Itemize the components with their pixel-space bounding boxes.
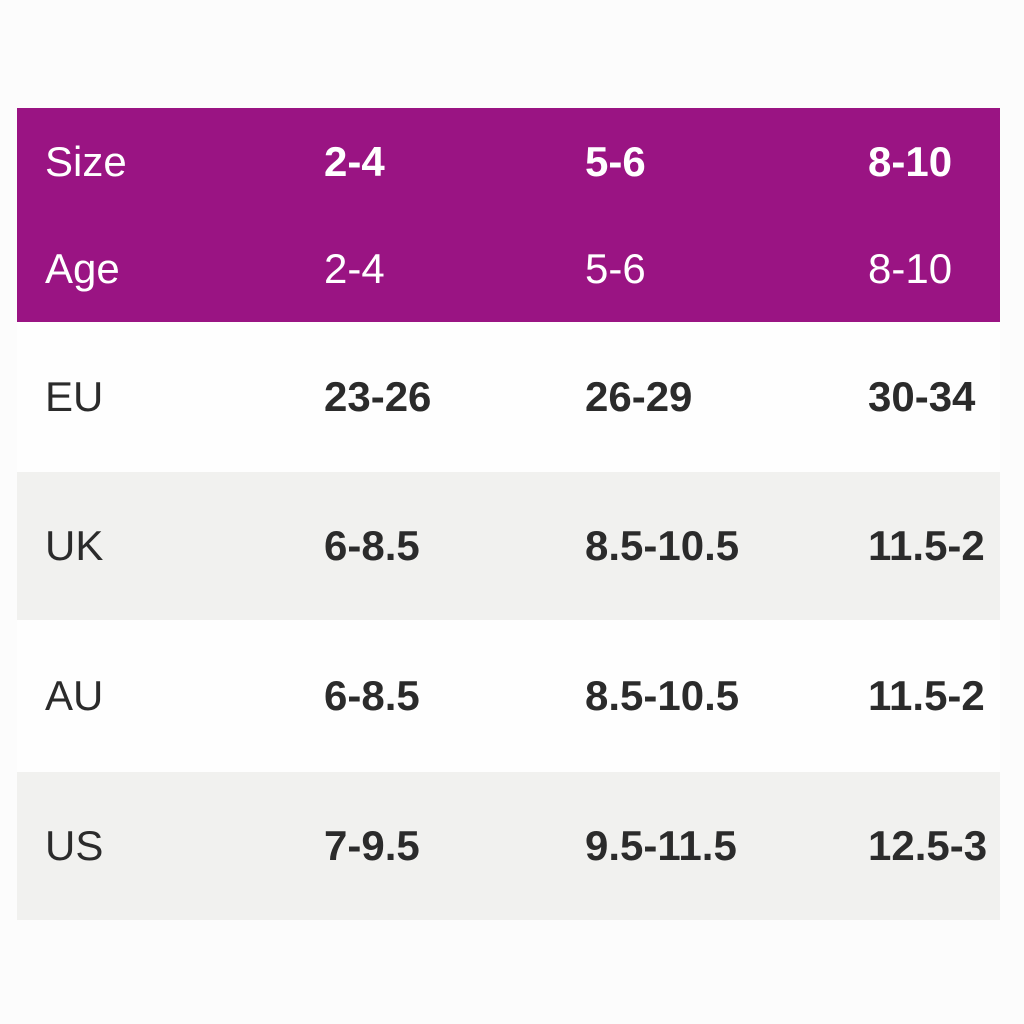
header-row-size: Size 2-4 5-6 8-10 xyxy=(17,108,1000,215)
us-value-3: 12.5-3 xyxy=(868,822,988,869)
us-value-2: 9.5-11.5 xyxy=(585,822,737,869)
au-value-1: 6-8.5 xyxy=(324,672,420,719)
size-chart-table: Size 2-4 5-6 8-10 Age 2-4 5-6 8-10 EU 23… xyxy=(17,108,1000,920)
row-uk: UK 6-8.5 8.5-10.5 11.5-2 xyxy=(17,472,1000,620)
row-eu: EU 23-26 26-29 30-34 xyxy=(17,322,1000,472)
size-value-2: 5-6 xyxy=(585,137,646,185)
row-label-uk: UK xyxy=(45,522,104,569)
age-value-2: 5-6 xyxy=(585,244,646,292)
uk-value-1: 6-8.5 xyxy=(324,522,420,569)
us-value-1: 7-9.5 xyxy=(324,822,420,869)
row-au: AU 6-8.5 8.5-10.5 11.5-2 xyxy=(17,620,1000,772)
age-value-1: 2-4 xyxy=(324,244,385,292)
eu-value-2: 26-29 xyxy=(585,373,693,420)
eu-value-1: 23-26 xyxy=(324,373,432,420)
size-value-1: 2-4 xyxy=(324,137,385,185)
row-label-age: Age xyxy=(45,244,120,292)
size-chart-header: Size 2-4 5-6 8-10 Age 2-4 5-6 8-10 xyxy=(17,108,1000,322)
row-label-eu: EU xyxy=(45,373,104,420)
row-us: US 7-9.5 9.5-11.5 12.5-3 xyxy=(17,772,1000,920)
au-value-3: 11.5-2 xyxy=(868,672,985,719)
uk-value-2: 8.5-10.5 xyxy=(585,522,740,569)
age-value-3: 8-10 xyxy=(868,244,953,292)
header-row-age: Age 2-4 5-6 8-10 xyxy=(17,215,1000,322)
au-value-2: 8.5-10.5 xyxy=(585,672,740,719)
row-label-au: AU xyxy=(45,672,104,719)
size-value-3: 8-10 xyxy=(868,137,953,185)
uk-value-3: 11.5-2 xyxy=(868,522,985,569)
row-label-us: US xyxy=(45,822,104,869)
row-label-size: Size xyxy=(45,137,127,185)
eu-value-3: 30-34 xyxy=(868,373,976,420)
